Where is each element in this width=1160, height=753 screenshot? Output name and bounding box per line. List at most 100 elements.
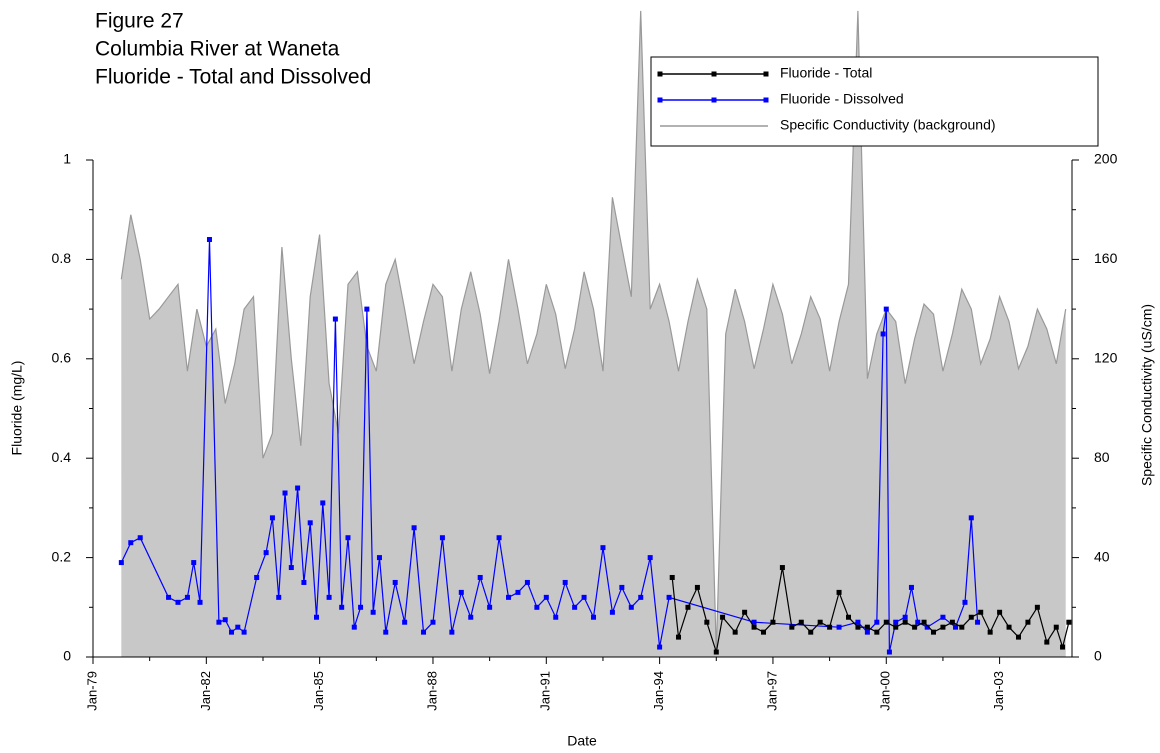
- legend-label: Specific Conductivity (background): [780, 117, 996, 133]
- marker: [1006, 624, 1012, 630]
- marker: [1060, 644, 1066, 650]
- chart-title: Fluoride - Total and Dissolved: [95, 66, 371, 89]
- chart-title: Figure 27: [95, 10, 184, 33]
- marker: [685, 604, 691, 610]
- marker: [669, 574, 675, 580]
- marker: [751, 624, 757, 630]
- marker: [855, 624, 861, 630]
- marker: [893, 619, 899, 625]
- marker: [562, 579, 568, 585]
- marker: [235, 624, 241, 630]
- x-tick-label: Jan-94: [651, 671, 666, 711]
- marker: [496, 535, 502, 541]
- marker: [930, 629, 936, 635]
- marker: [254, 574, 260, 580]
- legend-marker: [657, 97, 663, 103]
- marker: [1034, 604, 1040, 610]
- legend-marker: [711, 71, 717, 77]
- marker: [666, 594, 672, 600]
- marker: [968, 614, 974, 620]
- marker: [628, 604, 634, 610]
- chart-title: Columbia River at Waneta: [95, 38, 340, 61]
- marker: [118, 560, 124, 566]
- marker: [515, 589, 521, 595]
- marker: [1053, 624, 1059, 630]
- marker: [184, 594, 190, 600]
- marker: [166, 594, 172, 600]
- marker: [883, 619, 889, 625]
- marker: [1066, 619, 1072, 625]
- marker: [222, 617, 228, 623]
- marker: [732, 629, 738, 635]
- marker: [392, 579, 398, 585]
- marker: [487, 604, 493, 610]
- marker: [817, 619, 823, 625]
- marker: [216, 619, 222, 625]
- y2-tick-label: 160: [1094, 250, 1118, 266]
- area-fill: [121, 10, 1066, 657]
- marker: [263, 550, 269, 556]
- marker: [197, 599, 203, 605]
- marker: [751, 619, 757, 625]
- marker: [206, 237, 212, 243]
- marker: [1044, 639, 1050, 645]
- marker: [886, 649, 892, 655]
- marker: [439, 535, 445, 541]
- marker: [430, 619, 436, 625]
- marker: [924, 624, 930, 630]
- marker: [968, 515, 974, 521]
- marker: [987, 629, 993, 635]
- marker: [902, 619, 908, 625]
- y-tick-label: 0.6: [52, 350, 72, 366]
- marker: [276, 594, 282, 600]
- marker: [921, 619, 927, 625]
- marker: [713, 649, 719, 655]
- marker: [789, 624, 795, 630]
- marker: [959, 624, 965, 630]
- marker: [553, 614, 559, 620]
- marker: [609, 609, 615, 615]
- marker: [572, 604, 578, 610]
- marker: [477, 574, 483, 580]
- marker: [175, 599, 181, 605]
- marker: [883, 306, 889, 312]
- marker: [761, 629, 767, 635]
- marker: [458, 589, 464, 595]
- marker: [940, 614, 946, 620]
- marker: [364, 306, 370, 312]
- marker: [543, 594, 549, 600]
- marker: [855, 619, 861, 625]
- marker: [742, 609, 748, 615]
- y-axis-label: Fluoride (mg/L): [9, 361, 25, 456]
- x-tick-label: Jan-97: [764, 671, 779, 711]
- marker: [902, 614, 908, 620]
- x-tick-label: Jan-00: [878, 671, 893, 711]
- x-tick-label: Jan-85: [311, 671, 326, 711]
- marker: [908, 584, 914, 590]
- legend-marker: [711, 97, 717, 103]
- marker: [332, 316, 338, 322]
- y-tick-label: 0.8: [52, 250, 72, 266]
- y2-axis-label: Specific Conductivity (uS/cm): [1139, 304, 1155, 486]
- marker: [694, 584, 700, 590]
- marker: [229, 629, 235, 635]
- marker: [137, 535, 143, 541]
- marker: [657, 644, 663, 650]
- marker: [383, 629, 389, 635]
- marker: [358, 604, 364, 610]
- marker: [997, 609, 1003, 615]
- marker: [339, 604, 345, 610]
- marker: [912, 624, 918, 630]
- y2-tick-label: 0: [1094, 648, 1102, 664]
- marker: [128, 540, 134, 546]
- marker: [978, 609, 984, 615]
- marker: [962, 599, 968, 605]
- marker: [770, 619, 776, 625]
- x-tick-label: Jan-82: [198, 671, 213, 711]
- marker: [314, 614, 320, 620]
- marker: [320, 500, 326, 506]
- marker: [345, 535, 351, 541]
- x-tick-label: Jan-91: [538, 671, 553, 711]
- y2-tick-label: 80: [1094, 449, 1110, 465]
